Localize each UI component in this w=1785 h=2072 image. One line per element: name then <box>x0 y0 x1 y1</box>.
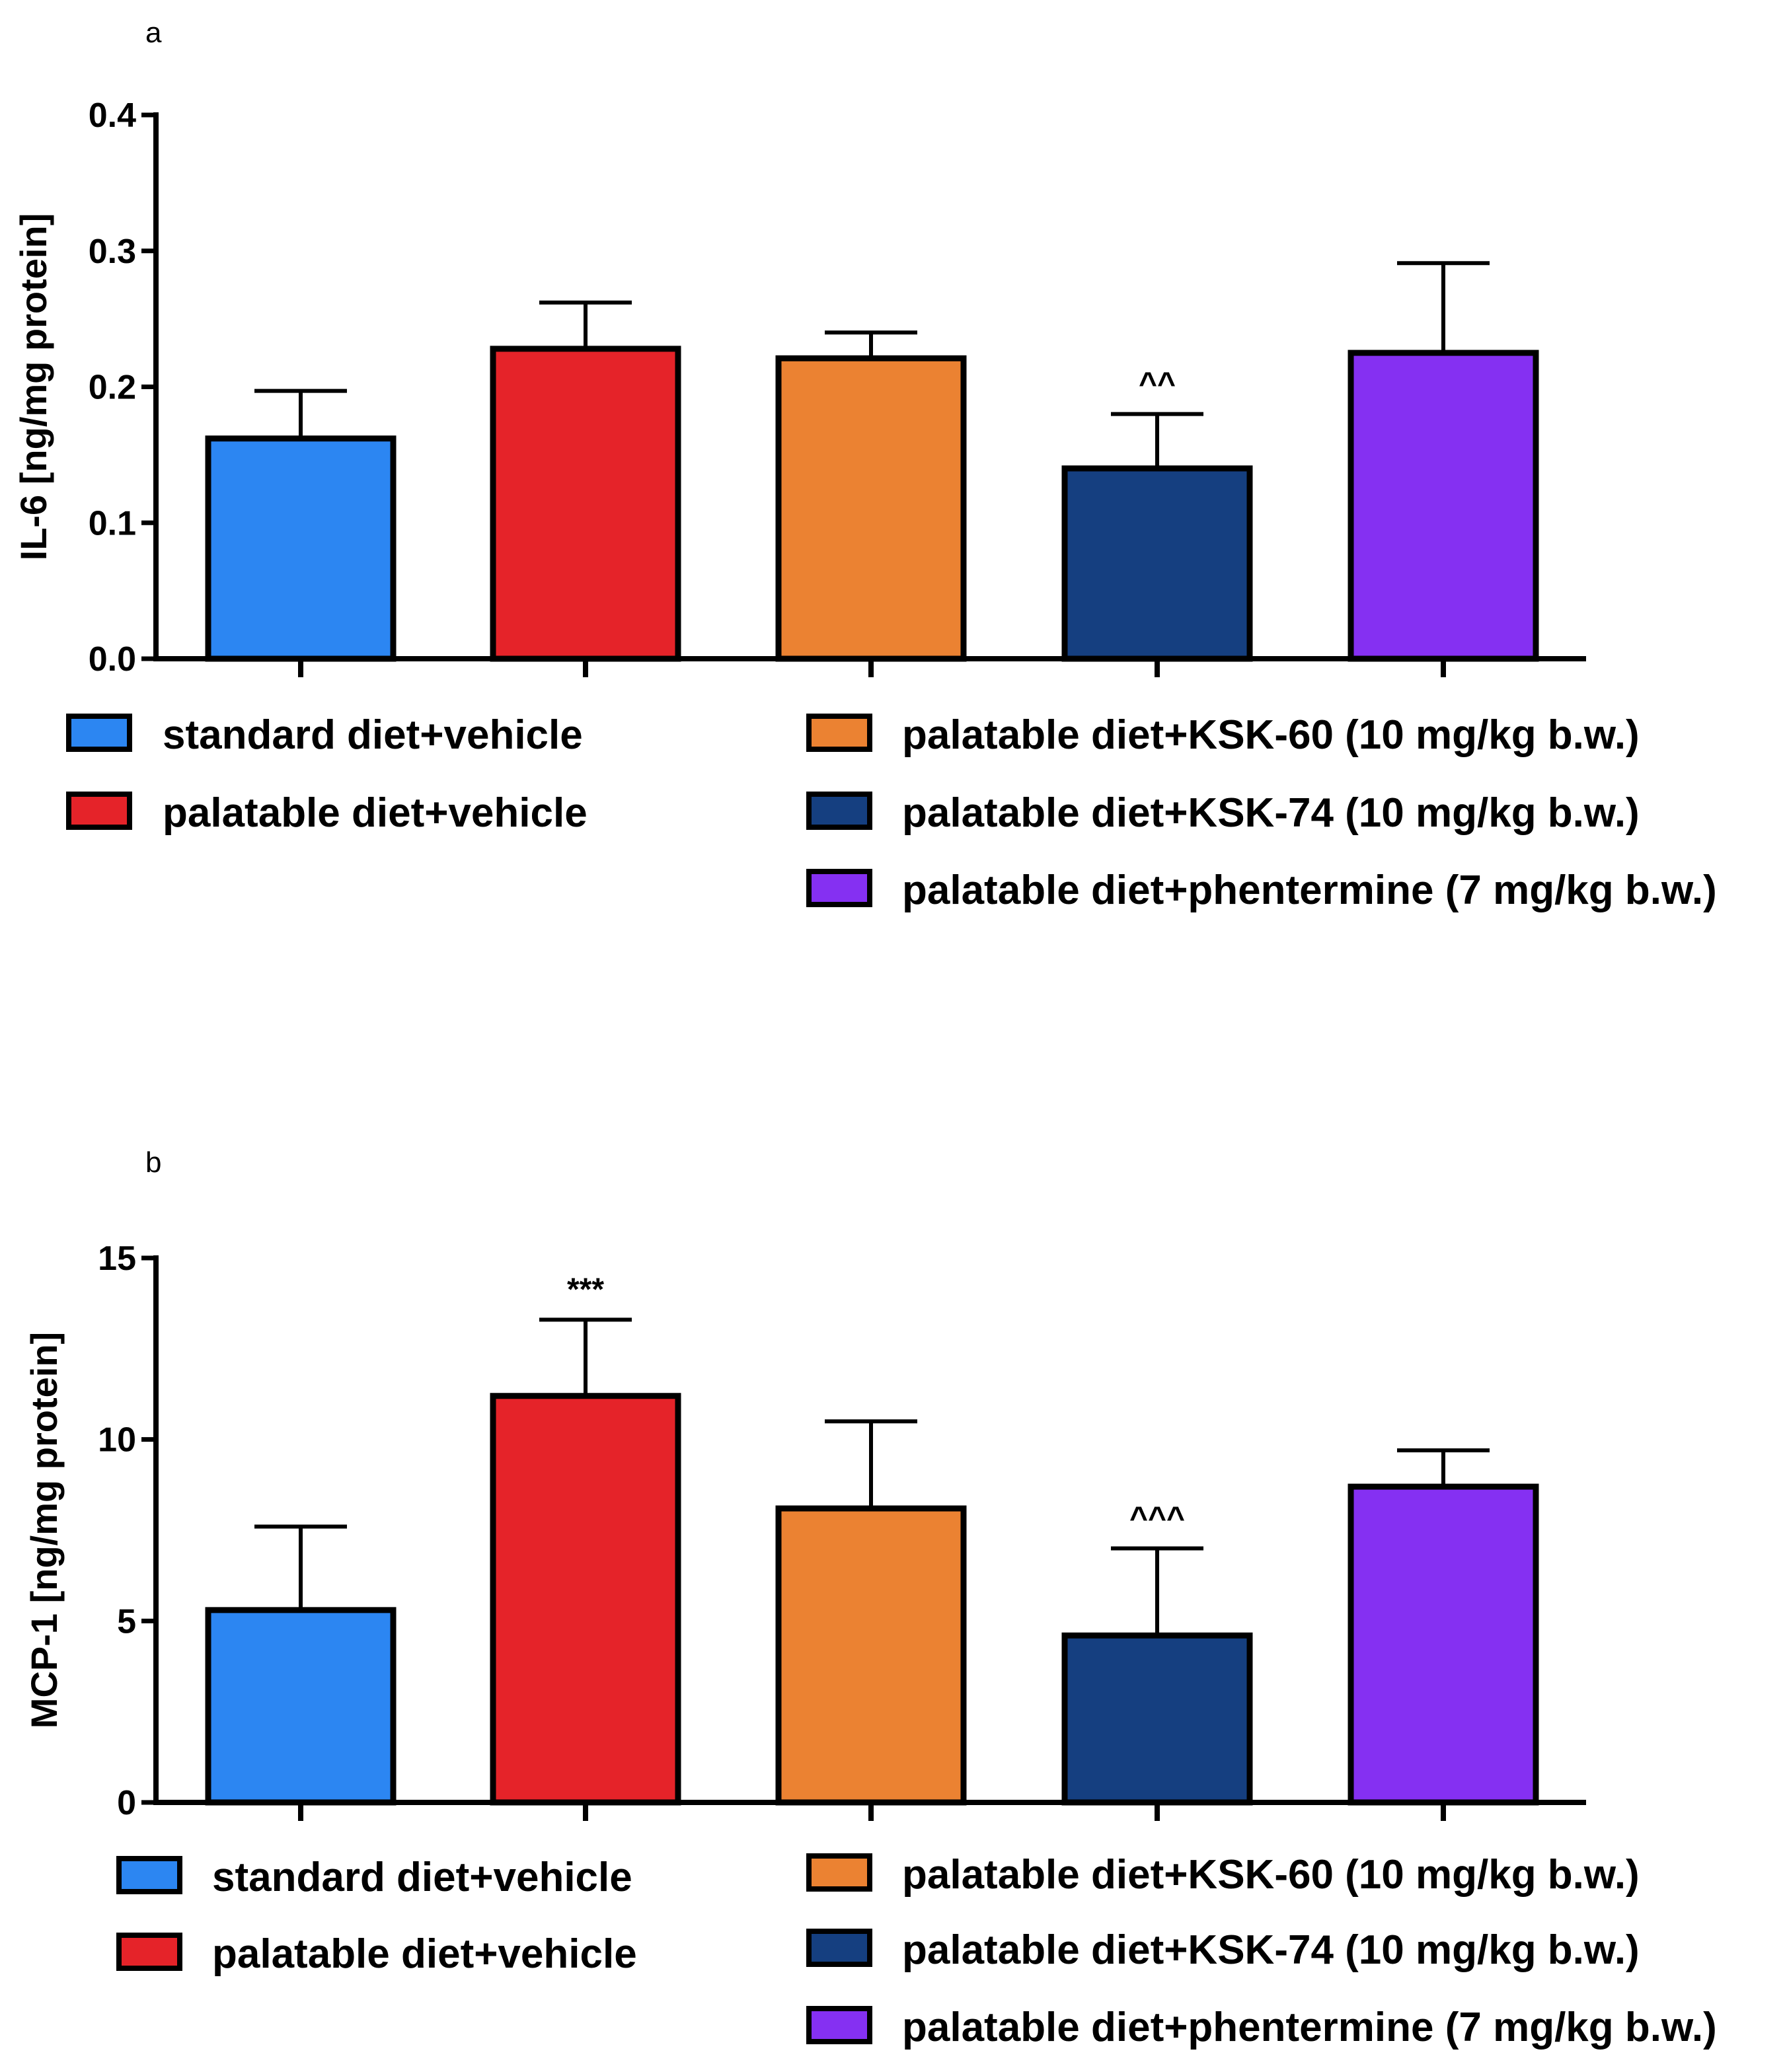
significance-label: *** <box>567 1272 604 1307</box>
legend-swatch <box>66 792 132 830</box>
y-tick-label: 5 <box>117 1602 136 1641</box>
legend-swatch <box>116 1856 182 1894</box>
legend-label: palatable diet+KSK-60 (10 mg/kg b.w.) <box>902 712 1640 758</box>
y-tick-label: 0.0 <box>89 640 136 679</box>
y-tick-label: 0.4 <box>89 96 136 135</box>
legend-item: palatable diet+KSK-60 (10 mg/kg b.w.) <box>806 712 1640 758</box>
bar-5 <box>1348 350 1539 662</box>
y-tick-label: 0.3 <box>89 233 136 271</box>
bar-3 <box>775 1505 967 1806</box>
bar-4 <box>1061 1632 1253 1806</box>
legend-item: palatable diet+KSK-60 (10 mg/kg b.w.) <box>806 1852 1640 1898</box>
legend-item: palatable diet+vehicle <box>66 790 588 836</box>
y-tick-label: 0.2 <box>89 369 136 407</box>
legend-swatch <box>806 2006 872 2044</box>
legend-label: palatable diet+phentermine (7 mg/kg b.w.… <box>902 868 1717 913</box>
legend-item: palatable diet+phentermine (7 mg/kg b.w.… <box>806 2005 1717 2050</box>
y-tick-label: 0.1 <box>89 504 136 542</box>
bar-5 <box>1348 1483 1539 1806</box>
y-axis-title: MCP-1 [ng/mg protein] <box>23 1332 65 1728</box>
y-axis-title: IL-6 [ng/mg protein] <box>13 213 54 561</box>
legend-label: palatable diet+phentermine (7 mg/kg b.w.… <box>902 2005 1717 2050</box>
legend-label: palatable diet+vehicle <box>212 1931 637 1977</box>
legend: standard diet+vehicle palatable diet+vehi… <box>66 712 1717 913</box>
legend-label: palatable diet+KSK-60 (10 mg/kg b.w.) <box>902 1852 1640 1898</box>
y-tick-label: 15 <box>98 1240 136 1278</box>
legend-swatch <box>806 869 872 907</box>
legend-item: palatable diet+KSK-74 (10 mg/kg b.w.) <box>806 1927 1640 1973</box>
legend-swatch <box>116 1933 182 1971</box>
legend-item: standard diet+vehicle <box>66 712 583 758</box>
panel-b: b MCP-1 [ng/mg protein] *** ^^^ 0 5 10 15 standa… <box>23 1146 1717 2050</box>
legend-label: standard diet+vehicle <box>212 1855 632 1900</box>
legend: standard diet+vehicle palatable diet+vehi… <box>116 1852 1717 2050</box>
legend-swatch <box>806 1929 872 1967</box>
panel-letter: b <box>145 1146 161 1179</box>
bar-3 <box>775 355 967 662</box>
legend-label: palatable diet+KSK-74 (10 mg/kg b.w.) <box>902 1927 1640 1973</box>
legend-item: palatable diet+KSK-74 (10 mg/kg b.w.) <box>806 790 1640 836</box>
legend-item: standard diet+vehicle <box>116 1855 632 1900</box>
legend-item: palatable diet+phentermine (7 mg/kg b.w.… <box>806 868 1717 913</box>
panel-a: a IL-6 [ng/mg protein] ^^ 0.0 0.1 0.2 0.3 0.4 st… <box>13 17 1717 913</box>
legend-swatch <box>806 792 872 830</box>
bar-2 <box>490 1393 681 1806</box>
bar-4 <box>1061 465 1253 662</box>
bar-1 <box>205 435 397 662</box>
panel-letter: a <box>145 17 162 49</box>
legend-item: palatable diet+vehicle <box>116 1931 637 1977</box>
y-tick-label: 10 <box>98 1421 136 1460</box>
legend-swatch <box>806 714 872 752</box>
legend-label: palatable diet+vehicle <box>163 790 588 836</box>
bar-1 <box>205 1607 397 1806</box>
significance-label: ^^ <box>1139 367 1176 402</box>
legend-swatch <box>806 1853 872 1892</box>
significance-label: ^^^ <box>1129 1500 1185 1536</box>
legend-swatch <box>66 714 132 752</box>
legend-label: standard diet+vehicle <box>163 712 583 758</box>
y-tick-label: 0 <box>117 1784 136 1822</box>
bar-2 <box>490 346 681 662</box>
legend-label: palatable diet+KSK-74 (10 mg/kg b.w.) <box>902 790 1640 836</box>
